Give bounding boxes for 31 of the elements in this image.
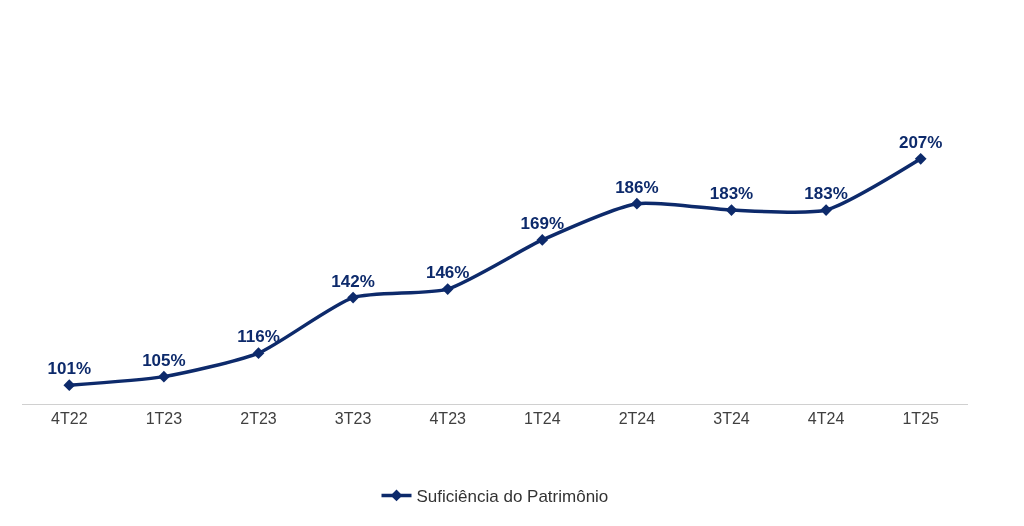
x-tick-label: 4T22 xyxy=(51,410,88,428)
data-label: 183% xyxy=(709,184,754,204)
point xyxy=(63,379,76,392)
x-tick-label: 4T23 xyxy=(429,410,467,428)
point xyxy=(820,204,832,216)
point xyxy=(631,197,643,210)
x-tick-label: 1T23 xyxy=(145,410,183,428)
data-label: 142% xyxy=(331,271,375,291)
x-tick-label: 4T24 xyxy=(807,410,845,428)
point xyxy=(158,370,170,383)
x-tick-label: 2T23 xyxy=(240,410,277,428)
data-label: 169% xyxy=(520,214,565,234)
point xyxy=(914,152,927,165)
data-label: 105% xyxy=(142,350,186,370)
x-tick-label: 3T24 xyxy=(713,410,750,428)
data-label: 116% xyxy=(237,327,280,347)
data-label: 183% xyxy=(804,184,848,204)
point xyxy=(347,291,359,304)
data-label: 186% xyxy=(615,177,659,197)
data-label: 101% xyxy=(47,359,92,379)
x-tick-label: 1T25 xyxy=(902,410,940,428)
point xyxy=(725,204,738,216)
legend-label: Suficiência do Patrimônio xyxy=(416,487,609,507)
data-label: 207% xyxy=(898,132,943,152)
point xyxy=(252,347,265,359)
point xyxy=(536,234,549,246)
point xyxy=(441,283,454,295)
data-label: 146% xyxy=(425,263,470,283)
x-tick-label: 3T23 xyxy=(334,410,372,428)
x-tick-label: 2T24 xyxy=(618,410,656,428)
x-tick-label: 1T24 xyxy=(524,410,561,428)
